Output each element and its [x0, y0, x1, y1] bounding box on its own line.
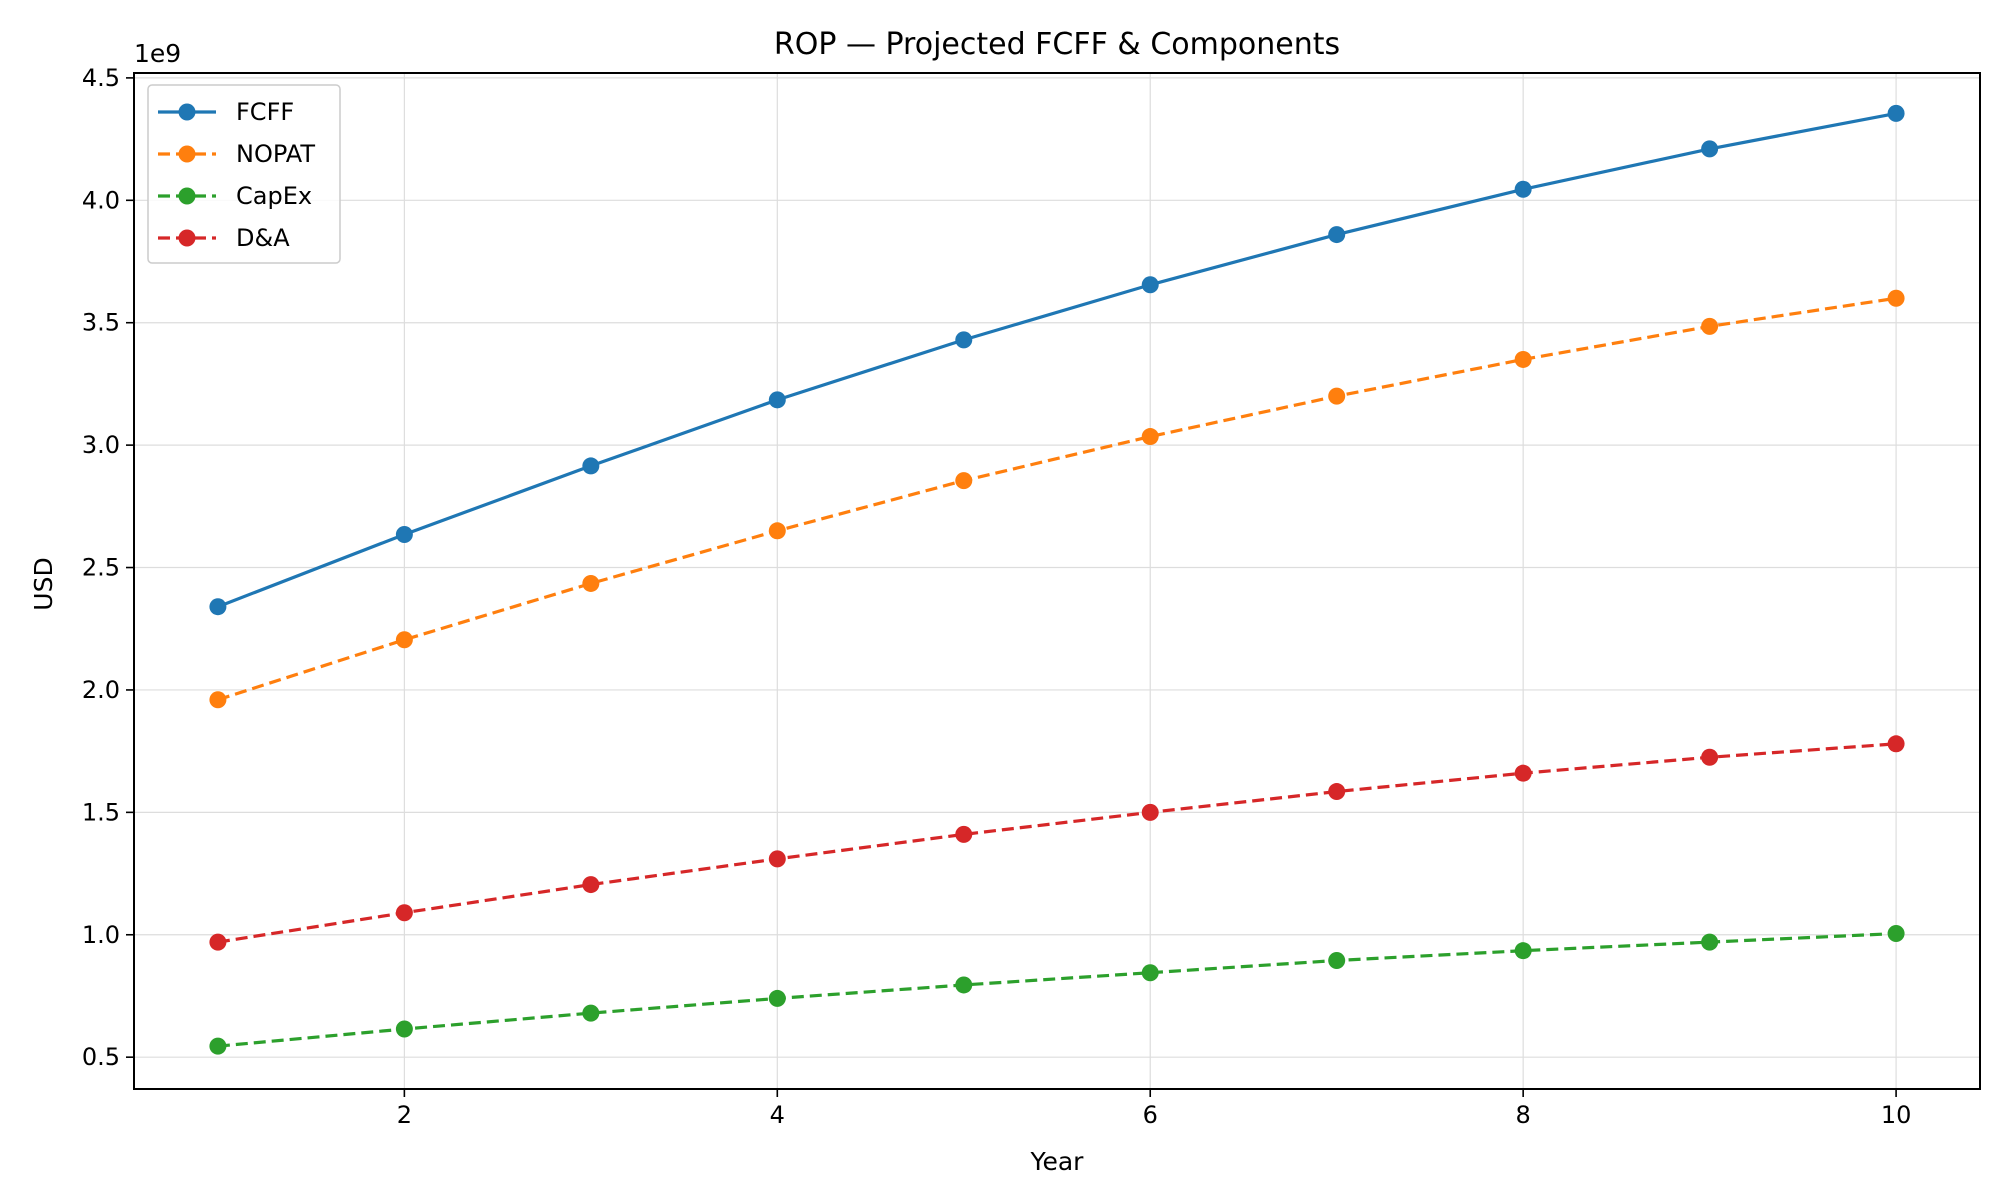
data-point-fcff: [395, 525, 413, 543]
x-tick-label: 10: [1881, 1101, 1912, 1129]
data-point-capex: [1887, 925, 1905, 943]
series-layer: [209, 104, 1905, 1055]
data-point-d-a: [1141, 803, 1159, 821]
x-tick-label: 8: [1516, 1101, 1531, 1129]
legend-box: [147, 84, 341, 264]
data-point-d-a: [1887, 735, 1905, 753]
series-line-nopat: [217, 296, 1897, 702]
y-tick-label: 1.0: [82, 921, 120, 949]
legend: FCFF NOPAT CapEx D&A: [147, 84, 341, 264]
legend-marker-fcff: [178, 103, 196, 121]
data-point-d-a: [1514, 764, 1532, 782]
data-point-nopat: [955, 472, 973, 490]
y-tick-label: 2.0: [82, 676, 120, 704]
data-point-fcff: [1887, 104, 1905, 122]
data-point-nopat: [582, 574, 600, 592]
data-point-d-a: [395, 904, 413, 922]
data-point-d-a: [768, 850, 786, 868]
plot-area-frame: [133, 72, 1981, 1090]
y-axis-label: USD: [29, 557, 58, 610]
data-point-capex: [1514, 942, 1532, 960]
x-tick-label: 6: [1143, 1101, 1158, 1129]
legend-label-capex: CapEx: [236, 182, 312, 210]
data-point-nopat: [1514, 350, 1532, 368]
legend-item-d-a: D&A: [158, 224, 290, 252]
series-line-fcff: [217, 111, 1897, 609]
legend-item-nopat: NOPAT: [158, 140, 315, 168]
legend-marker-capex: [178, 187, 196, 205]
legend-label-fcff: FCFF: [236, 98, 294, 126]
legend-item-capex: CapEx: [158, 182, 312, 210]
data-point-nopat: [209, 691, 227, 709]
y-tick-label: 3.5: [82, 309, 120, 337]
data-point-capex: [209, 1037, 227, 1055]
data-point-fcff: [1514, 180, 1532, 198]
x-tick-label: 2: [397, 1101, 412, 1129]
data-point-fcff: [1701, 140, 1719, 158]
data-point-fcff: [1328, 226, 1346, 244]
data-point-capex: [768, 989, 786, 1007]
chart-title: ROP — Projected FCFF & Components: [774, 27, 1340, 62]
series-d-a: [209, 735, 1905, 951]
data-point-fcff: [209, 598, 227, 616]
y-tick-label: 3.0: [82, 431, 120, 459]
series-capex: [209, 925, 1905, 1055]
y-axis-offset-label: 1e9: [134, 39, 181, 68]
data-point-nopat: [1328, 387, 1346, 405]
data-point-capex: [582, 1004, 600, 1022]
legend-marker-d-a: [178, 229, 196, 247]
data-point-capex: [1701, 933, 1719, 951]
legend-label-d-a: D&A: [236, 224, 290, 252]
legend-label-nopat: NOPAT: [236, 140, 315, 168]
data-point-d-a: [1328, 783, 1346, 801]
series-line-d-a: [217, 742, 1897, 944]
data-point-capex: [1328, 951, 1346, 969]
data-point-nopat: [768, 522, 786, 540]
data-point-capex: [395, 1020, 413, 1038]
data-point-d-a: [955, 825, 973, 843]
grid-layer: [134, 73, 1980, 1089]
y-tick-label: 1.5: [82, 798, 120, 826]
series-nopat: [209, 289, 1905, 709]
data-point-fcff: [1141, 276, 1159, 294]
data-point-nopat: [395, 631, 413, 649]
series-line-capex: [217, 931, 1897, 1048]
data-point-fcff: [955, 331, 973, 349]
legend-marker-nopat: [178, 145, 196, 163]
y-tick-label: 0.5: [82, 1043, 120, 1071]
legend-item-fcff: FCFF: [158, 98, 294, 126]
data-point-fcff: [768, 391, 786, 409]
x-axis-label: Year: [1030, 1147, 1085, 1176]
y-tick-label: 2.5: [82, 554, 120, 582]
data-point-fcff: [582, 457, 600, 475]
data-point-nopat: [1887, 289, 1905, 307]
y-tick-label: 4.5: [82, 64, 120, 92]
series-fcff: [209, 104, 1905, 616]
data-point-d-a: [1701, 748, 1719, 766]
data-point-capex: [1141, 964, 1159, 982]
data-point-capex: [955, 976, 973, 994]
data-point-d-a: [582, 876, 600, 894]
data-point-nopat: [1701, 317, 1719, 335]
axes-layer: 2 4 6 8 10 0.5 1.0 1.5 2.0 2.5 3.0 3.5 4.0 4.5: [82, 64, 1981, 1129]
data-point-nopat: [1141, 428, 1159, 446]
x-tick-label: 4: [770, 1101, 785, 1129]
data-point-d-a: [209, 933, 227, 951]
y-tick-label: 4.0: [82, 186, 120, 214]
